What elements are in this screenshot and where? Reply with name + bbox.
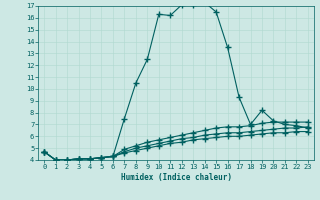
X-axis label: Humidex (Indice chaleur): Humidex (Indice chaleur): [121, 173, 231, 182]
